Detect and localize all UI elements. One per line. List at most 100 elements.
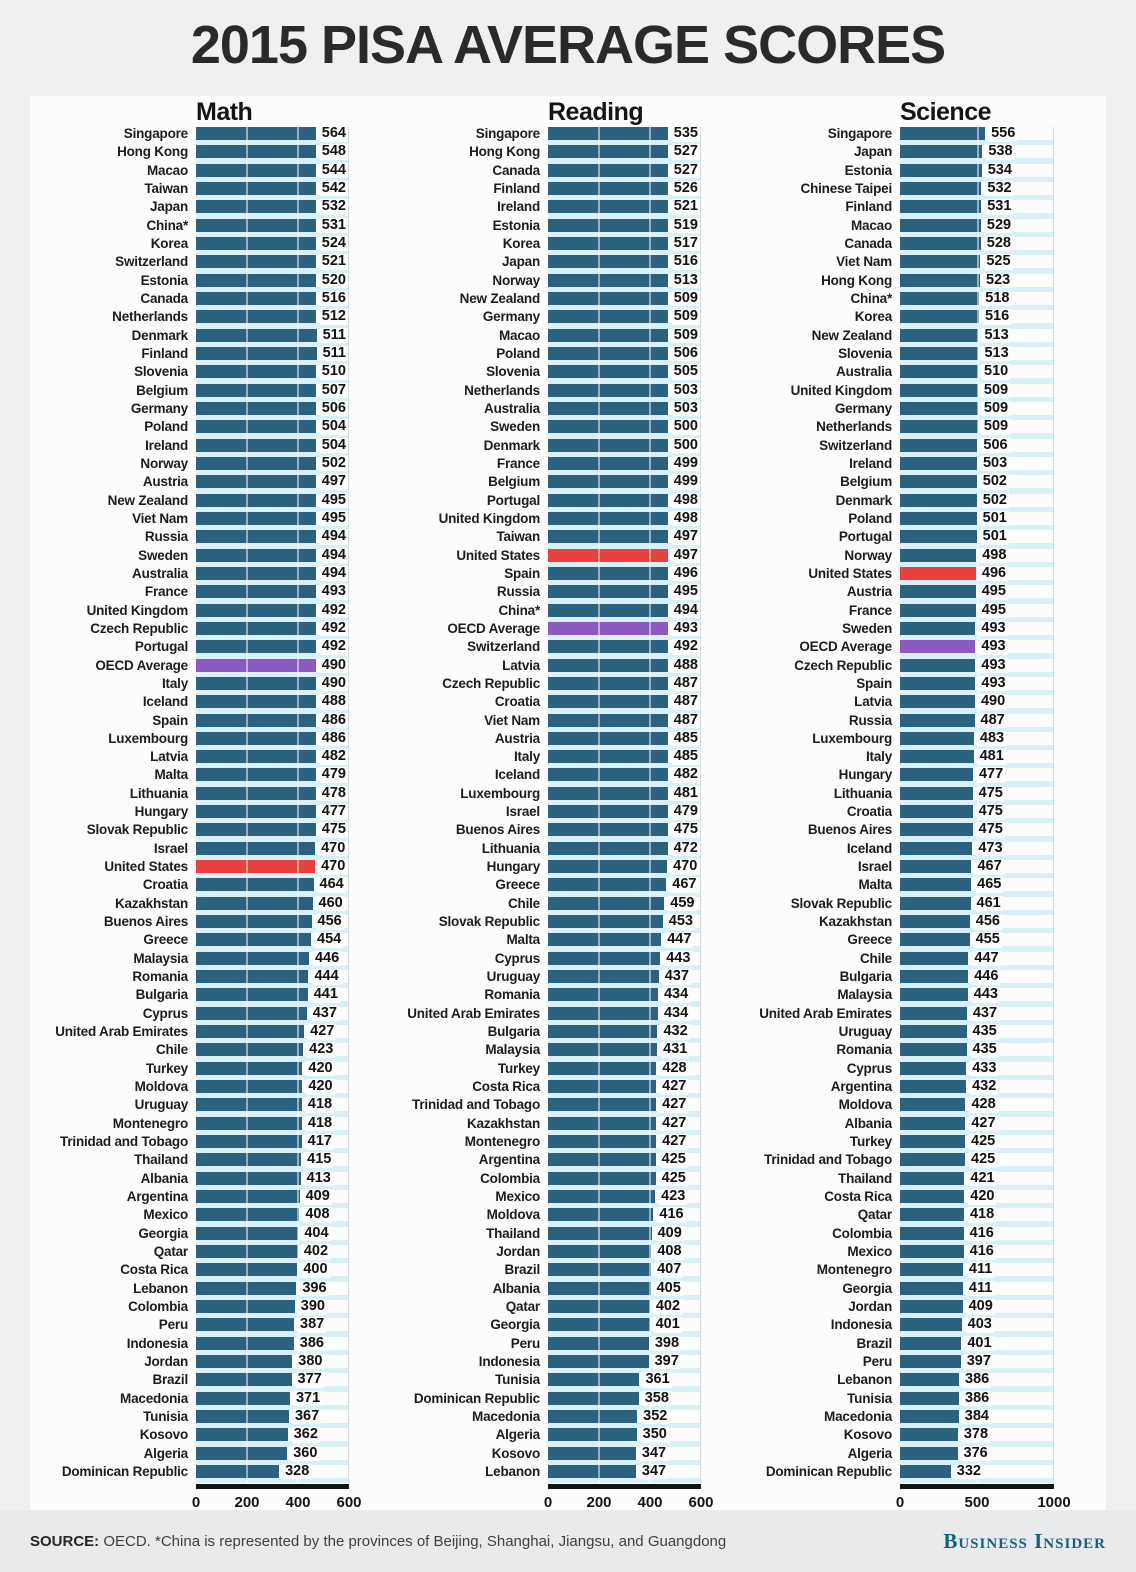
chart-row: Korea 516	[742, 309, 1094, 329]
score-bar	[548, 823, 668, 837]
bar-track: 416	[900, 1225, 1054, 1246]
bar-track: 516	[548, 254, 701, 274]
chart-row: Korea 517	[390, 235, 742, 256]
score-value: 509	[981, 399, 1011, 417]
bar-track: 523	[900, 272, 1054, 293]
chart-row: Qatar 402	[38, 1244, 390, 1264]
score-bar	[900, 621, 976, 635]
chart-row: China* 531	[38, 216, 390, 238]
bar-track: 481	[900, 749, 1054, 769]
chart-row: Hong Kong 527	[390, 144, 742, 164]
chart-row: Slovak Republic 461	[742, 895, 1094, 916]
bar-track: 495	[196, 492, 349, 513]
score-bar	[900, 786, 973, 800]
country-label: Turkey	[849, 1134, 892, 1150]
score-bar	[900, 713, 975, 727]
chart-row: Montenegro 427	[390, 1134, 742, 1154]
country-label: Hong Kong	[821, 272, 892, 288]
country-label: Argentina	[478, 1152, 540, 1168]
score-value: 401	[965, 1334, 994, 1352]
score-bar	[196, 768, 316, 782]
bar-track: 447	[548, 932, 701, 953]
country-label: Greece	[143, 932, 188, 948]
chart-row: Georgia 401	[390, 1317, 742, 1337]
bar-track: 499	[548, 474, 701, 494]
country-label: Poland	[848, 510, 892, 526]
chart-panel: Math Singapore 564 Hong Kong 548 Macao 544 Tai…	[30, 96, 1106, 1511]
chart-row: Luxembourg 481	[390, 785, 742, 806]
chart-row: Canada 516	[38, 290, 390, 311]
chart-row: Cyprus 437	[38, 1005, 390, 1026]
bar-track: 402	[196, 1244, 349, 1264]
country-label: Japan	[149, 199, 188, 215]
score-value: 404	[302, 1224, 331, 1242]
score-bar	[548, 475, 668, 489]
chart-row: United Kingdom 492	[38, 602, 390, 623]
score-value: 446	[972, 968, 1001, 985]
score-value: 371	[293, 1389, 323, 1407]
score-value: 492	[319, 619, 348, 637]
country-label: Hungary	[838, 767, 893, 783]
score-bar	[196, 420, 316, 434]
score-bar	[548, 1006, 658, 1020]
chart-row: Czech Republic 492	[38, 619, 390, 641]
score-bar	[196, 548, 316, 562]
score-bar	[196, 621, 316, 635]
score-value: 529	[984, 216, 1014, 234]
country-label: United Kingdom	[438, 510, 541, 526]
score-value: 532	[319, 198, 348, 215]
country-label: Austria	[142, 474, 188, 490]
chart-row: Chile 447	[742, 950, 1094, 971]
score-value: 498	[980, 546, 1009, 564]
score-value: 402	[653, 1298, 683, 1315]
score-value: 477	[319, 803, 348, 820]
score-bar	[900, 181, 982, 195]
bar-track: 477	[900, 767, 1054, 788]
score-value: 513	[982, 344, 1011, 362]
bar-track: 433	[900, 1060, 1054, 1081]
column-reading: Reading Singapore 535 Hong Kong 527 Canada 52…	[390, 100, 742, 1520]
score-value: 494	[319, 546, 348, 564]
bar-track: 485	[548, 730, 701, 751]
score-value: 473	[976, 839, 1005, 857]
score-value: 328	[283, 1462, 312, 1480]
country-label: Portugal	[486, 492, 540, 508]
bar-track: 446	[900, 968, 1054, 989]
country-label: Japan	[501, 254, 540, 270]
bar-track: 493	[548, 620, 701, 641]
score-bar	[196, 1006, 307, 1020]
country-label: Qatar	[153, 1244, 188, 1260]
country-label: Denmark	[131, 327, 189, 343]
chart-row: United States 470	[38, 859, 390, 879]
country-label: Moldova	[838, 1097, 893, 1113]
country-label: United Arab Emirates	[55, 1024, 188, 1040]
country-label: Austria	[846, 584, 892, 600]
chart-row: Romania 444	[38, 969, 390, 989]
score-bar	[548, 713, 668, 727]
country-label: Algeria	[495, 1427, 541, 1443]
score-value: 506	[671, 344, 700, 362]
chart-row: Peru 397	[742, 1353, 1094, 1374]
score-value: 397	[652, 1352, 681, 1370]
score-bar	[900, 585, 976, 599]
score-bar	[196, 401, 316, 415]
score-bar	[548, 1281, 651, 1295]
chart-row: Spain 486	[38, 712, 390, 733]
bar-track: 459	[548, 895, 701, 916]
score-value: 472	[671, 839, 700, 857]
score-value: 531	[319, 216, 348, 234]
score-bar	[900, 1025, 967, 1039]
country-label: Singapore	[827, 126, 892, 141]
country-label: Trinidad and Tobago	[60, 1134, 188, 1150]
score-bar	[196, 1080, 303, 1094]
bar-track: 505	[548, 364, 701, 384]
score-value: 434	[661, 1004, 691, 1022]
score-bar	[548, 1428, 637, 1442]
bar-track: 386	[900, 1372, 1054, 1392]
score-bar	[196, 1354, 293, 1368]
score-bar	[196, 1153, 302, 1167]
chart-row: Germany 506	[38, 400, 390, 421]
chart-row: Poland 504	[38, 419, 390, 439]
chart-row: Canada 528	[742, 235, 1094, 256]
country-label: Algeria	[847, 1445, 893, 1461]
